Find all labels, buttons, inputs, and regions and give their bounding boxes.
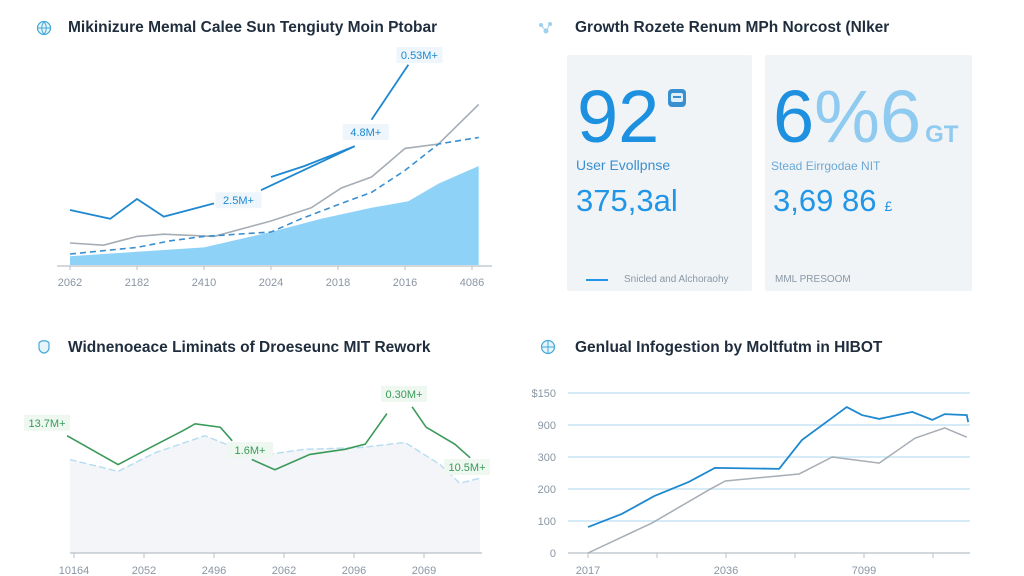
chart-title: Widnenoeace Liminats of Droeseunc MIT Re… [68,339,431,356]
kpi-number: 375,3al [576,183,678,218]
kpi-label: Stead Eirrgodae NIT [771,159,881,173]
x-tick-label: 2182 [125,277,149,289]
kpi-value-rest: %6 [814,75,922,158]
x-tick-label: 2096 [342,565,366,576]
y-tick-label: 300 [538,452,556,464]
chart-title: Genlual Infogestion by Moltfutm in HIBOT [575,339,883,356]
kpi-value: 6 [773,75,815,158]
x-tick-label: 2024 [259,277,283,289]
network-icon [539,22,552,34]
annotation-box [24,414,70,431]
annotation-label: 1.6M+ [235,445,266,457]
x-tick-label: 2052 [132,565,156,576]
dashed-series [69,136,479,255]
x-tick-label: 2018 [326,277,350,289]
gray-series [587,427,968,554]
kpi-card-growth: 6 %6 GT Stead Eirrgodae NIT 3,69 86 £ MM… [765,55,972,291]
x-tick-label: 2036 [714,565,738,576]
green-series-segment [66,422,233,466]
kpi-card-users: 92 User Evollpnse 375,3al Snicled and Al… [567,55,752,291]
x-tick-label: 2069 [412,565,436,576]
globe-icon [540,339,556,355]
x-tick-label: 2410 [192,277,216,289]
kpi-suffix: GT [925,121,959,148]
gray-series [69,103,480,247]
kpi-value-row: 6 %6 GT [773,80,958,154]
shield-icon [38,340,50,354]
y-tick-label: 0 [550,548,556,560]
legend-label: Snicled and Alchoraohy [624,274,729,285]
blue-series-segment [370,64,410,121]
kpi-number: 3,69 86 [773,183,877,218]
annotation-box [342,124,389,140]
annotation-label: 0.30M+ [386,389,423,401]
annotation-label: 2.5M+ [223,195,254,207]
area-series [69,435,481,553]
y-tick-label: 900 [538,420,556,432]
blue-series-segment [69,197,215,220]
x-tick-label: 10164 [59,565,90,576]
x-tick-label: 2016 [393,277,417,289]
annotation-box [227,442,273,458]
annotation-label: 10.5M+ [449,462,486,474]
annotation-box [215,192,262,209]
currency-symbol: £ [884,198,893,214]
y-tick-label: $150 [532,388,556,400]
x-tick-label: 2062 [272,565,296,576]
device-icon [668,89,686,107]
x-tick-label: 7099 [852,565,876,576]
green-series-segment [411,406,471,459]
area-series [70,166,479,265]
legend-swatch [586,279,608,281]
x-tick-label: 2496 [202,565,226,576]
legend-label: MML PRESOOM [775,274,851,285]
blue-series-segment [260,145,356,192]
green-series-segment [251,413,388,471]
annotation-box [381,385,427,402]
globe-icon [36,20,52,36]
annotation-label: 0.53M+ [401,50,438,62]
kpi-value: 92 [577,75,660,158]
chart-title: Mikinizure Memal Calee Sun Tengiuty Moin… [68,19,438,36]
blue-series [587,406,970,528]
kpi-number-row: 3,69 86 £ [773,183,892,219]
y-tick-label: 100 [538,516,556,528]
kpi-label: User Evollpnse [576,157,671,173]
annotation-box [444,459,490,475]
annotation-label: 13.7M+ [29,418,66,430]
x-tick-label: 2062 [58,277,82,289]
x-tick-label: 2017 [576,565,600,576]
x-tick-label: 4086 [460,277,484,289]
annotation-box [396,47,443,63]
y-tick-label: 200 [538,484,556,496]
panel-title: Growth Rozete Renum MPh Norcost (Nlker [575,19,890,36]
annotation-label: 4.8M+ [350,127,381,139]
